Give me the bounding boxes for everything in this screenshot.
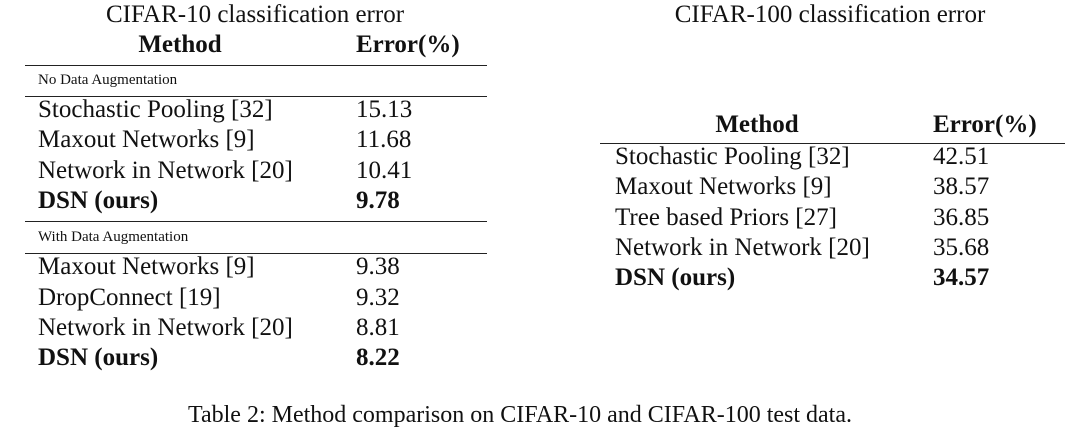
table-title: CIFAR-10 classification error [105,1,405,28]
method-cell: Maxout Networks [9] [38,253,255,281]
method-cell: Stochastic Pooling [32] [615,143,850,170]
error-cell: 9.78 [356,186,400,214]
error-cell: 42.51 [933,143,990,170]
error-cell: 11.68 [356,126,412,154]
method-cell: Stochastic Pooling [32] [38,96,273,123]
error-cell: 8.81 [356,313,400,341]
column-header: Error(%) [356,31,460,58]
method-cell: Network in Network [20] [615,233,870,261]
error-cell: 38.57 [933,173,990,201]
rule [25,221,487,223]
rule [25,96,487,97]
error-cell: 15.13 [356,96,413,123]
column-header: Method [138,31,222,58]
method-cell: Maxout Networks [9] [38,126,255,154]
method-cell: Network in Network [20] [38,156,293,184]
error-cell: 34.57 [933,264,990,292]
error-cell: 35.68 [933,233,990,261]
method-cell: Network in Network [20] [38,313,293,341]
caption: Table 2: Method comparison on CIFAR-10 a… [187,402,853,428]
column-header: Method [715,111,799,138]
method-cell: DropConnect [19] [38,283,221,311]
method-cell: Tree based Priors [27] [615,203,837,231]
section-label: No Data Augmentation [38,72,178,88]
method-cell: DSN (ours) [615,264,736,292]
rule [25,253,487,255]
error-cell: 8.22 [356,344,400,372]
rule [600,143,1065,144]
rule [25,65,487,66]
table-title: CIFAR-100 classification error [674,1,986,28]
error-cell: 9.38 [356,253,400,281]
error-cell: 36.85 [933,203,990,231]
column-header: Error(%) [933,111,1037,138]
error-cell: 9.32 [356,283,400,311]
method-cell: DSN (ours) [38,186,159,214]
section-label: With Data Augmentation [38,229,189,246]
method-cell: DSN (ours) [38,344,159,372]
method-cell: Maxout Networks [9] [615,173,832,201]
error-cell: 10.41 [356,156,413,184]
